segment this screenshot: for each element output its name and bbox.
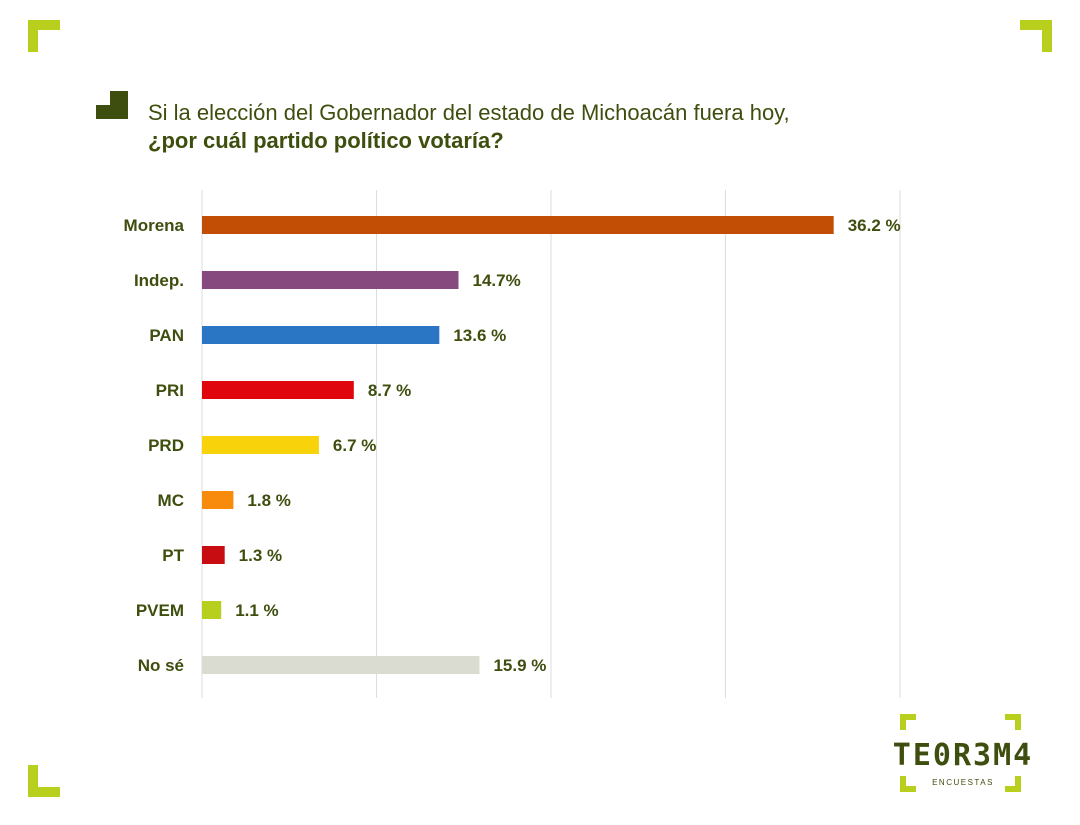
title-line-1: Si la elección del Gobernador del estado…	[148, 100, 790, 125]
category-label: No sé	[138, 656, 184, 675]
logo-subtitle: ENCUESTAS	[932, 778, 994, 787]
bar	[202, 326, 440, 344]
bar	[202, 381, 354, 399]
value-label: 13.6 %	[453, 326, 506, 345]
value-label: 1.3 %	[239, 546, 282, 565]
logo-wordmark: TE0R3M4	[892, 738, 1034, 773]
bar	[202, 216, 834, 234]
corner-decoration-top-left	[28, 20, 60, 52]
value-label: 8.7 %	[368, 381, 411, 400]
title-line-2: ¿por cuál partido político votaría?	[148, 128, 504, 153]
category-label: PVEM	[136, 601, 184, 620]
category-label: Indep.	[134, 271, 184, 290]
corner-decoration-bottom-left	[28, 765, 60, 797]
category-label: PRI	[156, 381, 184, 400]
bar	[202, 436, 319, 454]
chart-title: Si la elección del Gobernador del estado…	[148, 99, 790, 155]
bar	[202, 546, 225, 564]
value-label: 14.7%	[473, 271, 521, 290]
category-label: MC	[158, 491, 184, 510]
value-label: 36.2 %	[848, 216, 901, 235]
category-label: Morena	[124, 216, 185, 235]
category-label: PRD	[148, 436, 184, 455]
teorema-logo: TE0R3M4 ENCUESTAS	[868, 710, 1058, 800]
corner-decoration-top-right	[1020, 20, 1052, 52]
value-label: 1.1 %	[235, 601, 278, 620]
value-label: 15.9 %	[493, 656, 546, 675]
category-label: PT	[162, 546, 184, 565]
bar	[202, 491, 234, 509]
title-bullet-icon	[96, 91, 128, 119]
bar	[202, 601, 222, 619]
value-label: 6.7 %	[333, 436, 376, 455]
value-label: 1.8 %	[247, 491, 290, 510]
bar	[202, 656, 480, 674]
category-label: PAN	[149, 326, 184, 345]
bar	[202, 271, 459, 289]
